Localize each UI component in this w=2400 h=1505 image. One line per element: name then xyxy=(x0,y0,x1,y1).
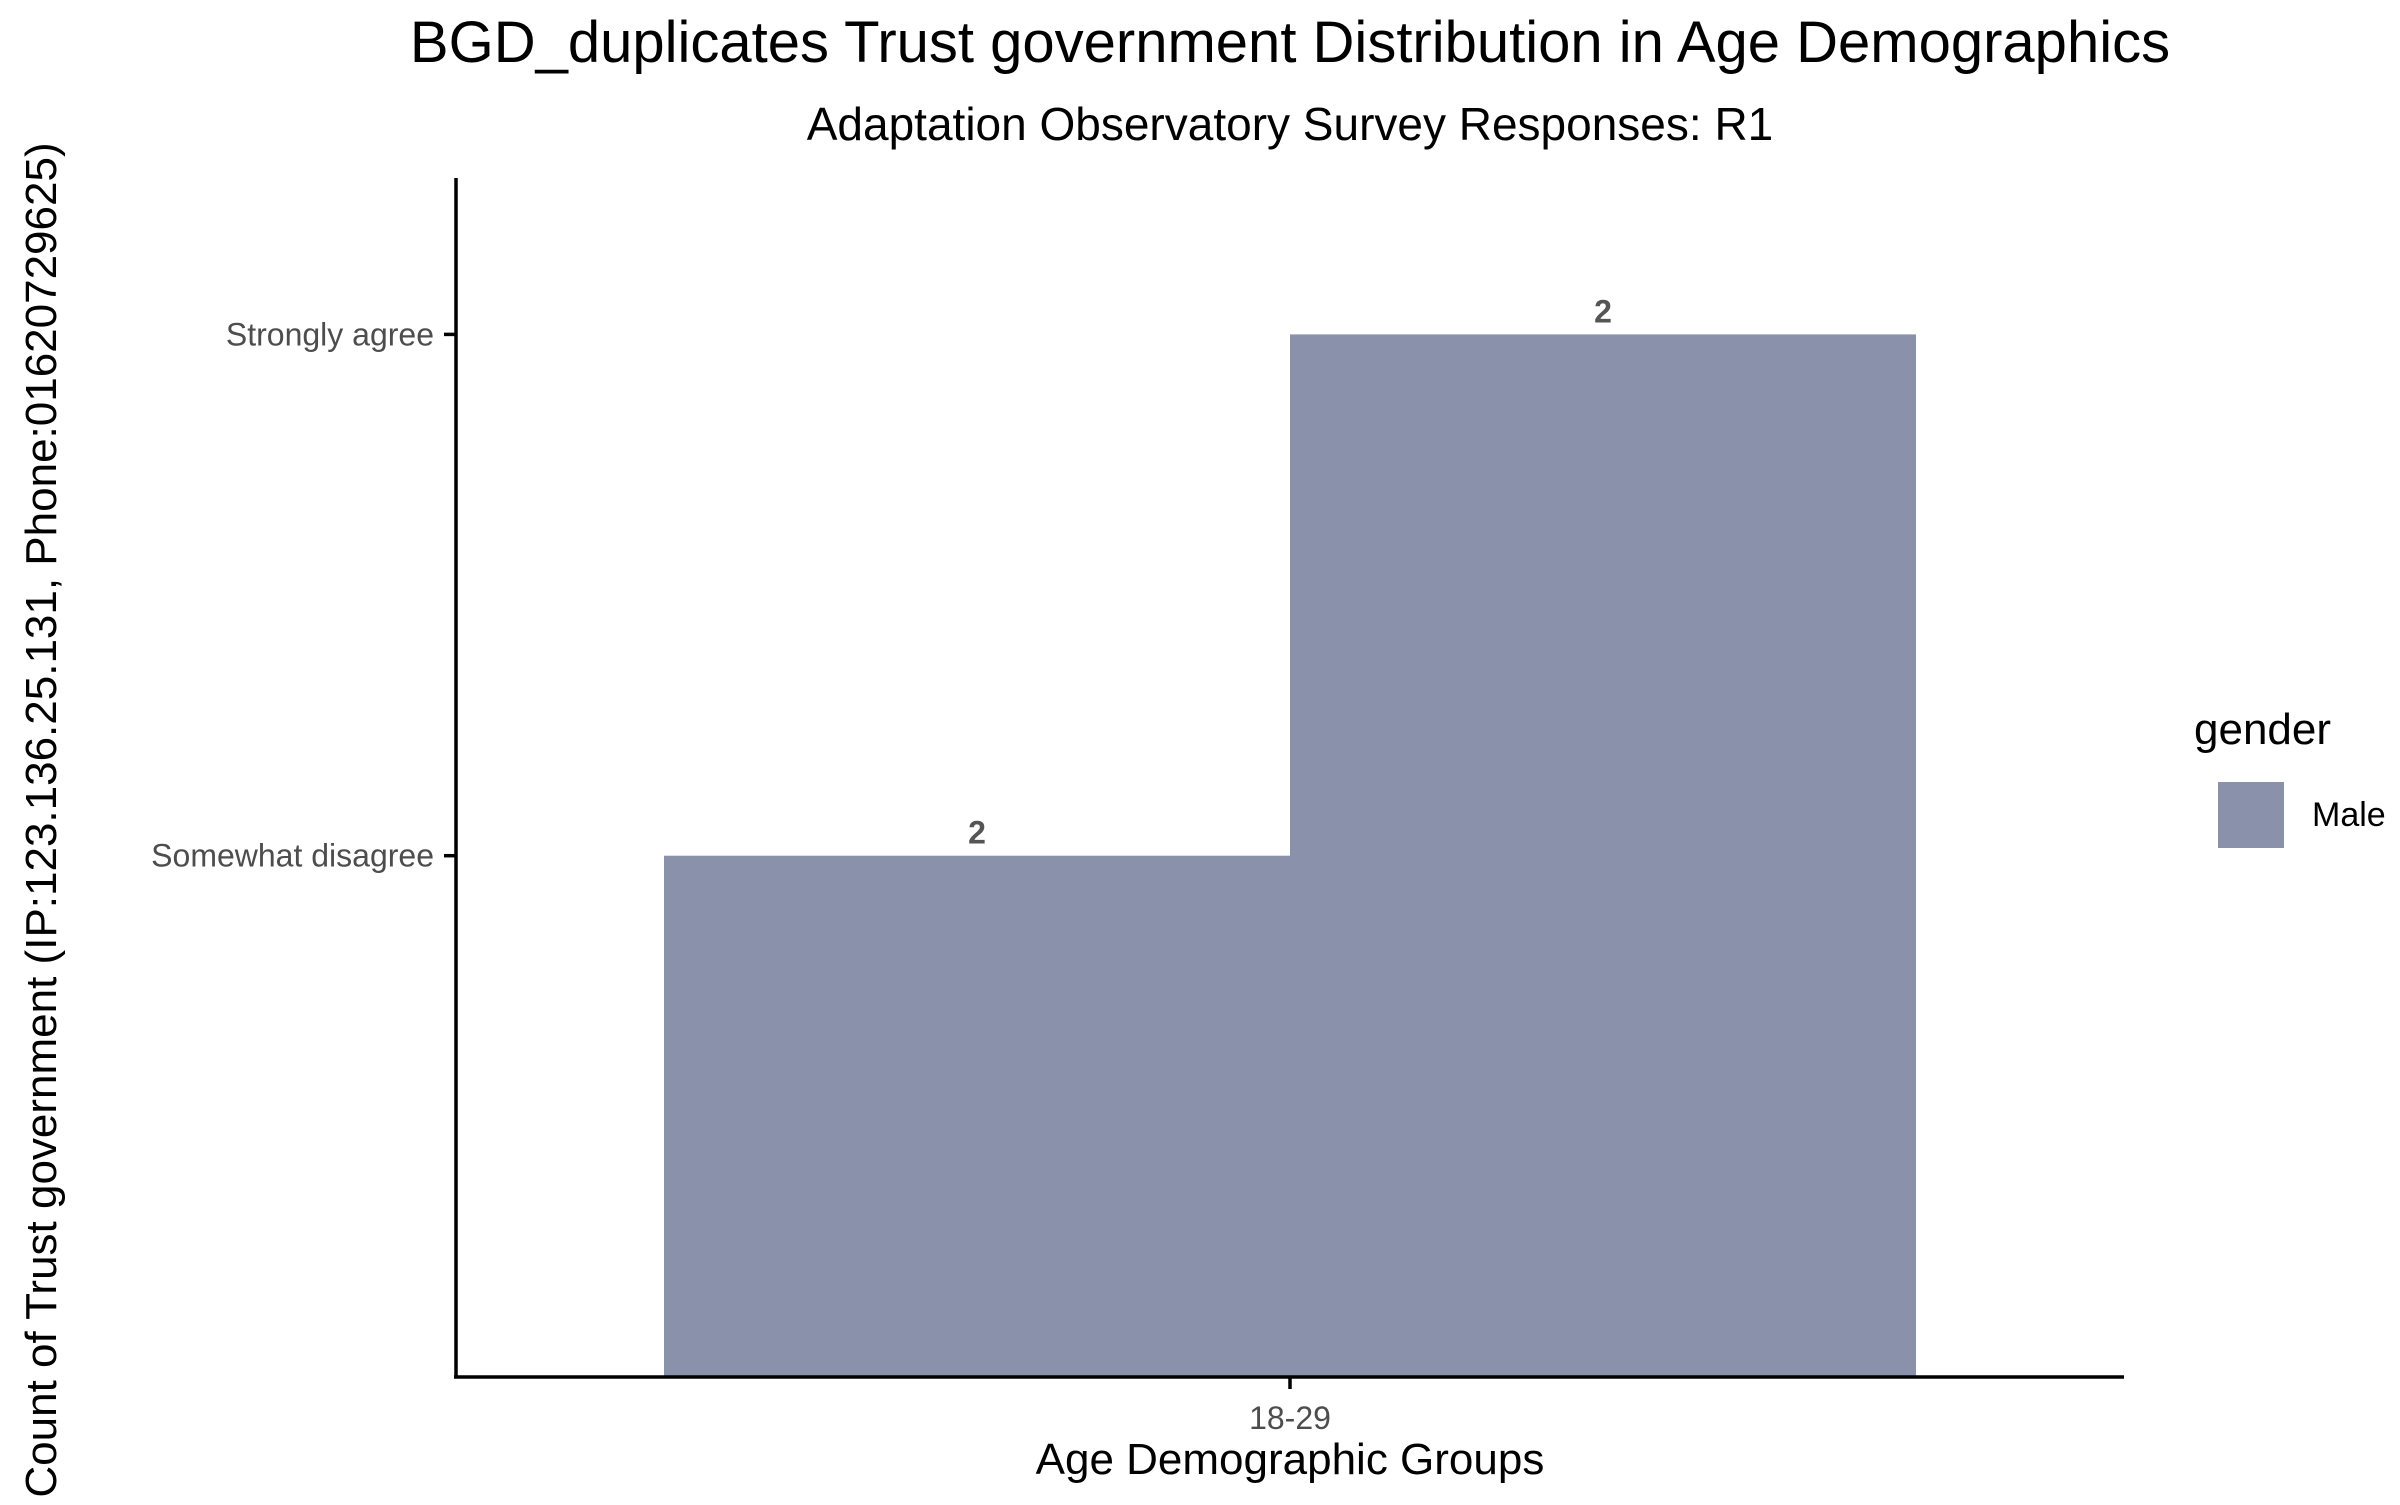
legend-label: Male xyxy=(2312,796,2386,834)
legend-entries: Male xyxy=(2218,782,2386,848)
bar-right-male xyxy=(1290,334,1916,1377)
bar-value-label: 2 xyxy=(1594,293,1612,329)
legend-swatch xyxy=(2218,782,2284,848)
legend: gender Male xyxy=(2194,705,2386,848)
y-axis-title: Count of Trust government (IP:123.136.25… xyxy=(17,142,66,1497)
bars-layer xyxy=(664,334,1916,1377)
bar-value-label: 2 xyxy=(968,815,986,851)
legend-title: gender xyxy=(2194,705,2331,754)
y-tick-label: Somewhat disagree xyxy=(151,838,434,874)
bar-labels-layer: 22 xyxy=(968,293,1612,850)
x-tick-label: 18-29 xyxy=(1249,1400,1331,1436)
chart-subtitle: Adaptation Observatory Survey Responses:… xyxy=(807,98,1774,150)
bar-left-male xyxy=(664,855,1290,1377)
x-axis-title: Age Demographic Groups xyxy=(1036,1435,1545,1484)
x-ticks-layer: 18-29 xyxy=(1249,1377,1331,1436)
y-ticks-layer: Somewhat disagree Strongly agree xyxy=(151,316,456,874)
chart-title: BGD_duplicates Trust government Distribu… xyxy=(410,10,2170,75)
y-tick-label: Strongly agree xyxy=(226,316,434,352)
